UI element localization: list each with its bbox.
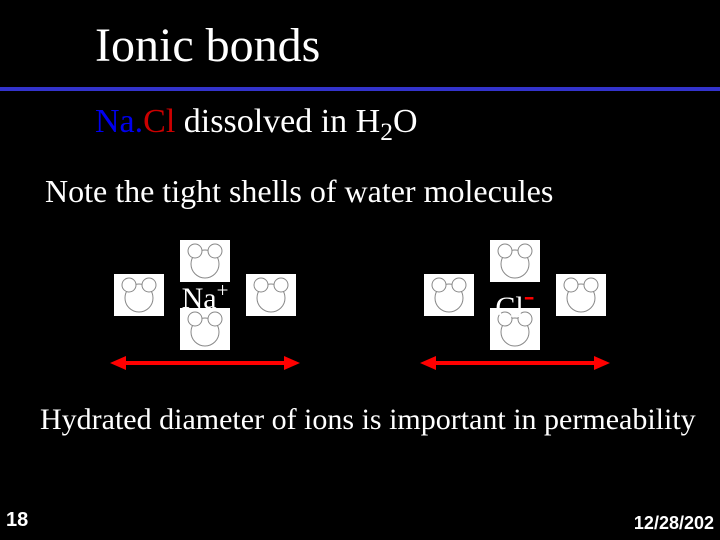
na-cluster: Na+ <box>114 240 296 350</box>
diagram-row: Na+ <box>0 240 720 379</box>
cl-ion-block: Cl- <box>420 240 610 379</box>
double-arrow-icon <box>420 352 610 374</box>
note-text: Note the tight shells of water molecules <box>0 173 720 210</box>
footer-text: Hydrated diameter of ions is important i… <box>0 403 720 437</box>
page-number: 18 <box>6 509 28 532</box>
na-ion-block: Na+ <box>110 240 300 379</box>
h2o-sub: 2 <box>380 117 393 146</box>
date-stamp: 12/28/202 <box>634 513 714 534</box>
title-block: Ionic bonds <box>0 0 720 91</box>
na-sup: + <box>217 278 229 302</box>
cl-label: Cl- <box>495 278 534 325</box>
cl-arrow <box>420 352 610 379</box>
cl-text: Cl <box>143 103 175 140</box>
slide: { "title": "Ionic bonds", "subtitle": { … <box>0 0 720 540</box>
na-label: Na+ <box>182 278 229 316</box>
na-arrow <box>110 352 300 379</box>
title-underline <box>0 87 720 91</box>
cl-sup: - <box>524 278 535 314</box>
cl-cluster: Cl- <box>424 240 606 350</box>
na-text: Na. <box>95 103 143 140</box>
slide-title: Ionic bonds <box>0 18 720 73</box>
subtitle: Na.Cl dissolved in H2O <box>0 103 720 147</box>
h2o-after: O <box>393 103 418 140</box>
double-arrow-icon <box>110 352 300 374</box>
rest-text: dissolved in H <box>175 103 380 140</box>
